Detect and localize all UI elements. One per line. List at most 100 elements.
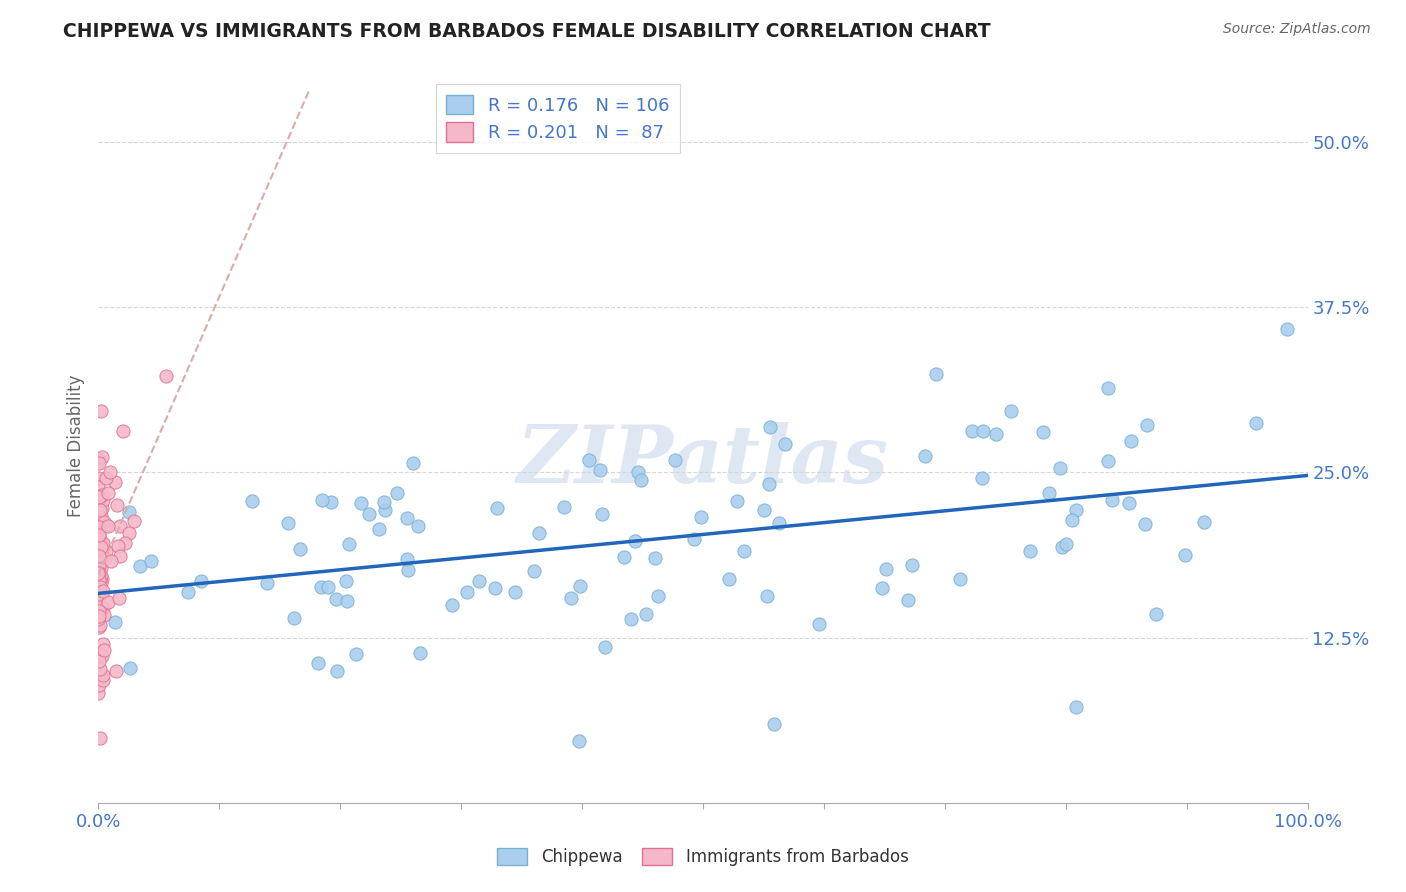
Point <box>87 519 110 533</box>
Point <box>1060 513 1083 527</box>
Point <box>87 479 110 493</box>
Point <box>89 589 111 603</box>
Point <box>627 465 650 479</box>
Point <box>503 584 526 599</box>
Point <box>87 500 110 515</box>
Text: ZIPatlas: ZIPatlas <box>517 422 889 499</box>
Point <box>624 534 647 549</box>
Point <box>309 580 332 594</box>
Y-axis label: Female Disability: Female Disability <box>66 375 84 517</box>
Point <box>96 595 118 609</box>
Point <box>1019 543 1042 558</box>
Point <box>90 508 112 523</box>
Point <box>110 549 132 563</box>
Point <box>104 664 127 678</box>
Point <box>93 515 115 529</box>
Point <box>456 585 478 599</box>
Point <box>91 492 114 507</box>
Point <box>94 543 117 558</box>
Point <box>89 618 111 632</box>
Point <box>1275 321 1298 335</box>
Point <box>277 516 299 530</box>
Point <box>326 665 349 679</box>
Point <box>283 611 305 625</box>
Point <box>90 576 112 591</box>
Point <box>90 569 112 583</box>
Point <box>87 604 110 618</box>
Point <box>756 589 779 603</box>
Point <box>593 640 616 654</box>
Point <box>1101 493 1123 508</box>
Point <box>385 486 408 500</box>
Point <box>897 592 920 607</box>
Point <box>87 536 110 550</box>
Point <box>1000 404 1022 418</box>
Point <box>553 500 575 514</box>
Point <box>1064 700 1087 714</box>
Point <box>93 673 115 688</box>
Point <box>527 526 550 541</box>
Point <box>87 549 110 563</box>
Point <box>374 503 396 517</box>
Point <box>89 654 111 668</box>
Point <box>87 587 110 601</box>
Point <box>620 612 643 626</box>
Point <box>104 475 127 490</box>
Point <box>395 552 418 566</box>
Point <box>139 554 162 568</box>
Point <box>87 575 110 590</box>
Point <box>97 486 120 500</box>
Point <box>1194 515 1216 529</box>
Point <box>762 717 785 731</box>
Point <box>644 550 666 565</box>
Point <box>578 452 600 467</box>
Point <box>972 471 994 485</box>
Point <box>900 558 922 572</box>
Point <box>1174 548 1197 562</box>
Point <box>97 519 120 533</box>
Point <box>613 549 636 564</box>
Point <box>335 574 357 589</box>
Legend: Chippewa, Immigrants from Barbados: Chippewa, Immigrants from Barbados <box>491 841 915 873</box>
Point <box>875 562 897 576</box>
Point <box>87 647 110 661</box>
Point <box>636 607 658 621</box>
Point <box>689 510 711 524</box>
Point <box>87 678 110 692</box>
Point <box>87 686 110 700</box>
Point <box>129 558 152 573</box>
Point <box>870 581 893 595</box>
Point <box>87 589 110 603</box>
Point <box>1135 517 1157 532</box>
Point <box>93 583 115 598</box>
Point <box>87 528 110 542</box>
Point <box>93 643 115 657</box>
Point <box>89 573 111 587</box>
Point <box>94 471 117 485</box>
Point <box>409 646 432 660</box>
Point <box>402 456 425 470</box>
Point <box>758 477 780 491</box>
Point <box>307 656 329 670</box>
Text: Source: ZipAtlas.com: Source: ZipAtlas.com <box>1223 22 1371 37</box>
Point <box>1038 485 1060 500</box>
Point <box>972 424 994 438</box>
Point <box>176 584 198 599</box>
Point <box>91 450 114 464</box>
Point <box>1144 607 1167 621</box>
Point <box>523 564 546 578</box>
Point <box>752 503 775 517</box>
Point <box>1032 425 1054 439</box>
Point <box>396 563 419 577</box>
Point <box>107 539 129 553</box>
Point <box>367 522 389 536</box>
Point <box>344 647 367 661</box>
Point <box>1136 417 1159 432</box>
Point <box>91 601 114 615</box>
Point <box>87 566 110 581</box>
Point <box>569 579 592 593</box>
Point <box>87 490 110 504</box>
Point <box>725 493 748 508</box>
Point <box>105 498 128 512</box>
Point <box>664 453 686 467</box>
